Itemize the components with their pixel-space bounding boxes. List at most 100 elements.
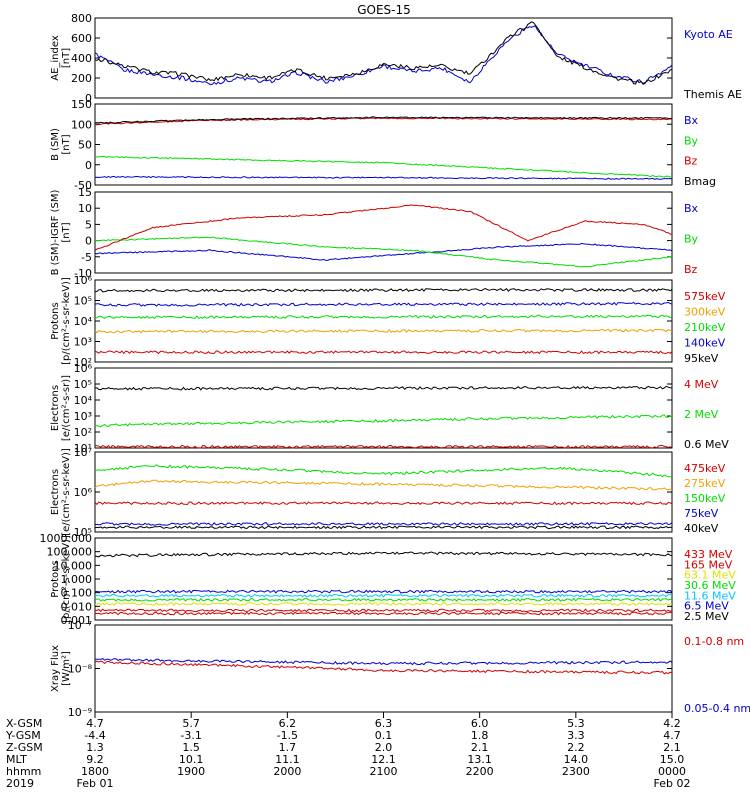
y-tick-label: 10⁶: [74, 274, 93, 287]
legend-label: By: [684, 233, 699, 246]
y-tick-label: 0: [85, 92, 92, 105]
series-line: [94, 521, 673, 526]
electrons-kev-panel: 10⁵ 10⁶ 10⁷ Electrons [e/(cm²-s-sr-keV)] 475k…: [50, 446, 726, 539]
y-tick-label: 10⁻⁸: [68, 663, 93, 676]
y-tick-label: 10⁴: [74, 315, 93, 328]
x-tick-label: 5.7: [182, 717, 200, 730]
y-tick-label: 10⁻⁷: [68, 619, 92, 632]
x-row-label: 2019: [6, 777, 34, 790]
x-tick-label: 2000: [273, 765, 301, 778]
y-tick-label: 100.000: [47, 546, 93, 559]
y-tick-label: 10⁶: [74, 486, 93, 499]
b-sm-panel: -50 0 50 100 150 B (SM) [nT] Bx By Bz Bmag: [50, 98, 716, 192]
y-tick-label: 400: [71, 52, 92, 65]
legend-label: 433 MeV: [684, 548, 733, 561]
series-line: [94, 660, 673, 675]
legend-label: 0.05-0.4 nm: [684, 702, 750, 715]
x-tick-label: 10.1: [179, 753, 204, 766]
legend-label: 210keV: [684, 321, 726, 334]
y-tick-label: 10⁵: [74, 378, 92, 391]
legend-label: Bz: [684, 263, 698, 276]
y-axis-label: [p/(cm²-s-sr-keV)]: [61, 277, 72, 365]
series-line: [94, 288, 673, 293]
series-line: [94, 611, 673, 616]
x-tick-label: -4.4: [84, 729, 105, 742]
series-line: [94, 464, 673, 478]
legend-label: 475keV: [684, 462, 726, 475]
protons-panel: 10² 10³ 10⁴ 10⁵ 10⁶ Protons [p/(cm²-s-sr-keV)]…: [50, 274, 726, 369]
legend-label: 4 MeV: [684, 378, 719, 391]
y-axis-label: [nT]: [61, 222, 72, 242]
y-tick-label: 10⁵: [74, 526, 92, 539]
series-line: [94, 608, 673, 613]
x-tick-label: 14.0: [564, 753, 589, 766]
legend-label: 0.6 MeV: [684, 438, 729, 451]
y-axis-label: AE_index: [50, 35, 61, 81]
y-tick-label: 10²: [74, 356, 92, 369]
y-tick-label: 100: [71, 118, 92, 131]
panel-frame: [94, 17, 673, 99]
y-tick-label: 150: [71, 98, 92, 111]
y-tick-label: 10⁷: [74, 446, 92, 459]
x-row-label: Y-GSM: [5, 729, 41, 742]
legend-label: Bmag: [684, 175, 716, 188]
y-tick-label: 10¹: [74, 442, 92, 455]
x-tick-label: 2300: [562, 765, 590, 778]
legend-label: 2 MeV: [684, 408, 719, 421]
y-tick-label: 200: [71, 72, 92, 85]
series-line: [94, 551, 673, 558]
x-tick-label: -3.1: [180, 729, 201, 742]
series-line: [94, 414, 673, 428]
series-line: [95, 444, 673, 449]
y-tick-label: 0.010: [61, 600, 93, 613]
x-tick-label: 2.1: [663, 741, 681, 754]
series-line: [94, 242, 673, 261]
panel-frame: [94, 624, 673, 713]
legend-label: 165 MeV: [684, 558, 733, 571]
legend-label: 6.5 MeV: [684, 600, 729, 613]
series-line: [94, 204, 673, 251]
legend-label: 300keV: [684, 306, 726, 319]
x-tick-label: 12.1: [371, 753, 396, 766]
x-tick-label: Feb 01: [77, 777, 114, 790]
legend-label: 575keV: [684, 290, 726, 303]
series-line: [94, 601, 673, 606]
y-tick-label: -5: [81, 251, 92, 264]
x-tick-label: 6.3: [375, 717, 393, 730]
y-tick-label: 0: [85, 159, 92, 172]
x-tick-label: 4.7: [86, 717, 104, 730]
y-tick-label: 10²: [74, 426, 92, 439]
legend-label: 150keV: [684, 492, 726, 505]
legend-label: 11.6 MeV: [684, 589, 736, 602]
y-tick-label: 50: [78, 139, 92, 152]
legend-label: Bx: [684, 114, 699, 127]
y-axis-label: [nT]: [61, 134, 72, 154]
x-tick-label: 15.0: [660, 753, 685, 766]
legend-label: 30.6 MeV: [684, 579, 736, 592]
series-line: [94, 350, 673, 355]
x-tick-label: 1800: [81, 765, 109, 778]
y-axis-label: Protons: [50, 560, 61, 597]
y-axis-label: [p/(cm²-s-sr-keV)]: [61, 535, 72, 623]
x-tick-label: 6.2: [279, 717, 297, 730]
y-tick-label: 1.000: [61, 573, 93, 586]
panel-frame: [94, 367, 673, 449]
panel-frame: [94, 537, 673, 621]
x-tick-label: 2.2: [567, 741, 585, 754]
x-tick-label: Feb 02: [654, 777, 691, 790]
x-tick-label: 1900: [177, 765, 205, 778]
panel-frame: [94, 279, 673, 363]
legend-label: 140keV: [684, 337, 726, 350]
panel-frame: [94, 451, 673, 533]
series-line: [94, 589, 673, 594]
y-tick-label: 10³: [74, 336, 92, 349]
y-tick-label: 0.001: [61, 614, 93, 627]
y-tick-label: 800: [71, 12, 92, 25]
x-tick-label: 1.7: [279, 741, 297, 754]
y-axis-label: [e/(cm²-s-sr-keV)]: [61, 448, 72, 536]
x-tick-label: 2200: [466, 765, 494, 778]
series-line: [94, 314, 673, 320]
y-tick-label: 10: [78, 202, 92, 215]
y-tick-label: 600: [71, 32, 92, 45]
